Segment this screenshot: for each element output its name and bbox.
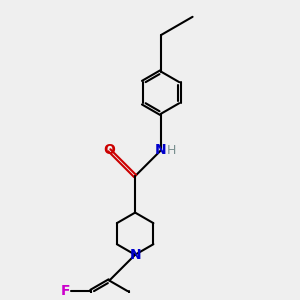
- Text: H: H: [167, 144, 177, 157]
- Text: O: O: [103, 143, 115, 157]
- Text: N: N: [129, 248, 141, 262]
- Text: F: F: [61, 284, 70, 298]
- Text: N: N: [155, 143, 167, 157]
